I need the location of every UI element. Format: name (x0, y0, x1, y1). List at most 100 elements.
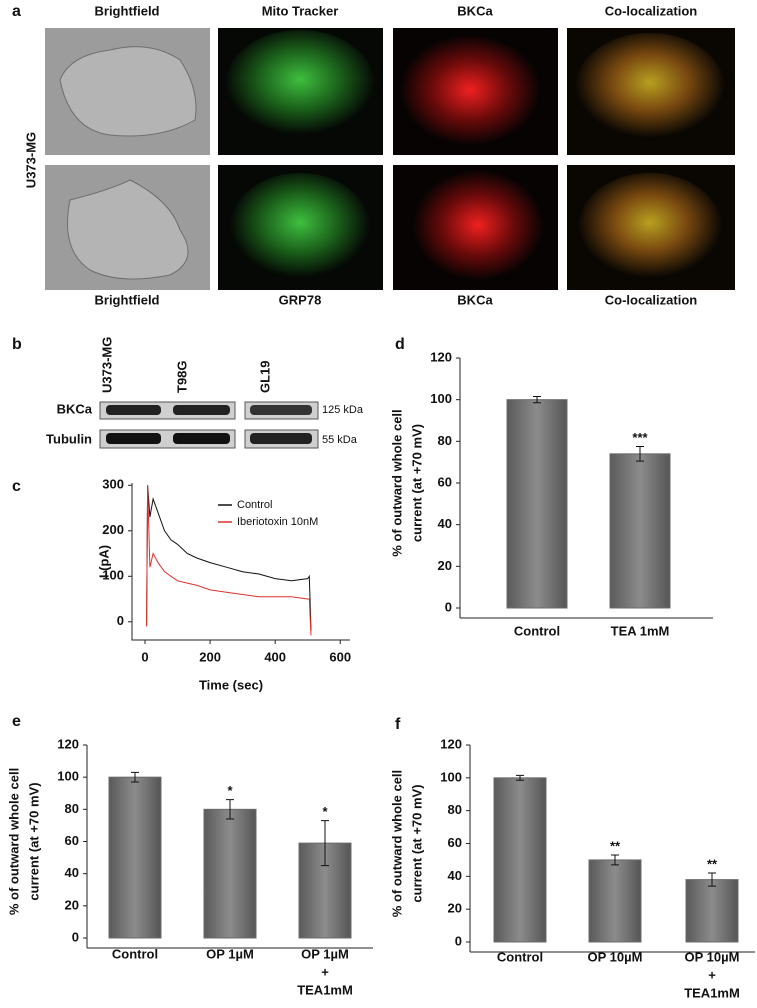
error-bar (226, 799, 234, 820)
y-tick-label: 20 (438, 558, 452, 573)
y-tick-label: 40 (65, 865, 79, 880)
y-tick-label: 200 (102, 522, 124, 537)
x-tick-label: Control (112, 946, 158, 961)
cell (575, 33, 725, 143)
x-tick-label: OP 10µM (588, 949, 643, 964)
y-tick-label: 100 (102, 568, 124, 583)
legend-label: Control (237, 499, 272, 511)
y-tick-label: 100 (440, 769, 462, 784)
y-tick-label: 80 (65, 801, 79, 816)
x-tick-label: + (708, 967, 716, 982)
plot-frame (131, 483, 350, 641)
error-bar (611, 854, 619, 866)
image-title: Co-localization (605, 3, 698, 18)
size-label: 125 kDa (322, 404, 364, 416)
y-tick-label: 40 (438, 516, 452, 531)
image-title: Co-localization (605, 292, 698, 307)
panel-letter: f (395, 716, 401, 733)
trace (146, 485, 312, 636)
x-tick-label: 0 (141, 649, 148, 664)
y-tick-label: 60 (448, 835, 462, 850)
image-title: GRP78 (279, 292, 322, 307)
x-axis-label: Time (sec) (199, 677, 263, 692)
trace (146, 485, 312, 631)
row-label: Tubulin (46, 431, 92, 446)
panel-letter: d (395, 336, 405, 353)
x-tick-label: TEA1mM (684, 985, 740, 1000)
y-tick-label: 100 (57, 769, 79, 784)
row-label: U373-MG (23, 132, 38, 188)
y-tick-label: 40 (448, 868, 462, 883)
y-tick-label: 120 (57, 736, 79, 751)
bar (203, 808, 257, 939)
image-title: BKCa (457, 292, 493, 307)
y-tick-label: 80 (448, 802, 462, 817)
significance: ** (610, 838, 621, 853)
cell (67, 179, 189, 280)
panel-letter: a (12, 3, 21, 20)
cell (225, 30, 375, 140)
panel-letter: e (12, 713, 21, 730)
y-tick-label: 0 (72, 929, 79, 944)
row-label: BKCa (57, 401, 93, 416)
error-bar (708, 872, 716, 887)
y-axis-label: current (at +70 mV) (409, 784, 424, 902)
x-tick-label: 200 (199, 649, 221, 664)
panel-letter: b (12, 336, 22, 353)
error-bar (131, 771, 139, 783)
significance: *** (632, 430, 648, 445)
significance: ** (707, 856, 718, 871)
y-tick-label: 60 (438, 474, 452, 489)
image-title: BKCa (457, 3, 493, 18)
error-bar (516, 774, 524, 781)
cell (59, 46, 197, 137)
y-tick-label: 0 (445, 599, 452, 614)
axes (459, 358, 713, 619)
image-title: Mito Tracker (262, 3, 339, 18)
bar (588, 859, 642, 943)
error-bar (321, 820, 329, 867)
bar (108, 776, 162, 939)
significance: * (227, 783, 233, 798)
size-label: 55 kDa (322, 434, 358, 446)
band (173, 405, 230, 415)
cell (400, 35, 540, 145)
y-tick-label: 0 (455, 933, 462, 948)
y-tick-label: 300 (102, 477, 124, 492)
x-tick-label: OP 10µM (685, 949, 740, 964)
x-tick-label: + (321, 964, 329, 979)
y-axis-label: % of outward whole cell (389, 770, 404, 917)
bar (609, 453, 671, 609)
y-tick-label: 120 (430, 349, 452, 364)
y-axis-label: current (at +70 mV) (26, 782, 41, 900)
x-tick-label: Control (497, 949, 543, 964)
y-tick-label: 0 (117, 613, 124, 628)
cell (578, 173, 722, 283)
band (173, 433, 230, 444)
y-tick-label: 80 (438, 433, 452, 448)
axes (469, 745, 755, 953)
blot (99, 401, 319, 449)
image-title: Brightfield (95, 3, 160, 18)
x-tick-label: Control (514, 623, 560, 638)
lane-label: U373-MG (99, 337, 114, 393)
y-axis-label: current (at +70 mV) (409, 424, 424, 542)
x-tick-label: OP 1µM (301, 946, 349, 961)
band (106, 433, 161, 444)
x-tick-label: 400 (264, 649, 286, 664)
cell (230, 173, 370, 283)
band (106, 405, 161, 415)
y-tick-label: 120 (440, 736, 462, 751)
micrographs (45, 28, 735, 290)
y-axis-label: % of outward whole cell (389, 409, 404, 556)
significance: * (322, 804, 328, 819)
image-title: Brightfield (95, 292, 160, 307)
x-tick-label: TEA 1mM (611, 623, 670, 638)
error-bar (533, 396, 541, 404)
y-axis-label: I (pA) (96, 545, 111, 578)
legend-label: Iberiotoxin 10nM (237, 516, 318, 528)
y-axis-label: % of outward whole cell (6, 768, 21, 915)
y-tick-label: 20 (65, 897, 79, 912)
lane-label: GL19 (257, 360, 272, 393)
